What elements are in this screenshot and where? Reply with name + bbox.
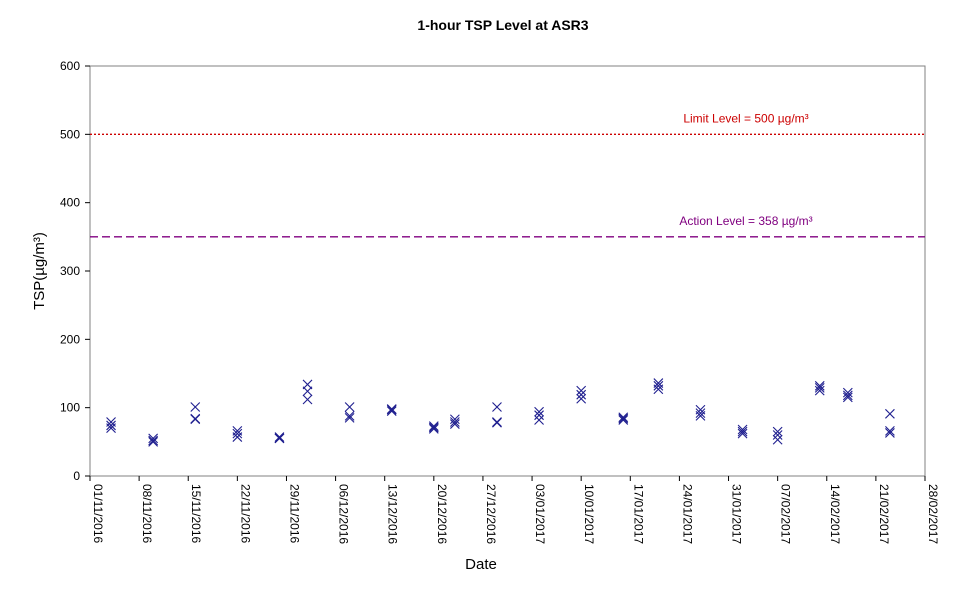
data-point <box>772 434 783 445</box>
x-tick-label: 20/12/2016 <box>435 484 449 544</box>
data-point <box>842 387 853 398</box>
data-point <box>737 424 748 435</box>
data-point <box>148 435 159 446</box>
plot-area <box>89 65 926 477</box>
data-point <box>695 408 706 419</box>
y-tick-label: 100 <box>60 401 80 415</box>
data-point <box>618 415 629 425</box>
data-point <box>737 428 748 439</box>
data-point <box>492 417 502 428</box>
data-point <box>148 436 159 447</box>
data-point <box>190 402 201 412</box>
x-tick-label: 31/01/2017 <box>730 484 744 544</box>
data-point <box>302 394 313 405</box>
x-tick-label: 06/12/2016 <box>337 484 351 544</box>
data-point <box>576 389 587 400</box>
data-points <box>106 378 895 447</box>
x-tick-label: 03/01/2017 <box>533 484 547 544</box>
data-point <box>106 420 116 431</box>
x-tick-label: 08/11/2016 <box>140 484 154 543</box>
y-tick-label: 200 <box>60 332 80 346</box>
data-point <box>772 426 783 437</box>
data-point <box>232 428 243 439</box>
data-point <box>534 406 544 417</box>
data-point <box>842 392 853 403</box>
data-point <box>814 385 825 396</box>
data-point <box>814 382 825 393</box>
y-tick-label: 0 <box>73 469 80 483</box>
y-tick-label: 300 <box>60 264 80 278</box>
x-tick-label: 10/01/2017 <box>582 484 596 544</box>
data-point <box>814 380 825 391</box>
data-point <box>653 380 664 391</box>
data-point <box>344 413 355 423</box>
x-tick-label: 28/02/2017 <box>926 484 940 544</box>
data-point <box>274 432 285 442</box>
x-tick-label: 17/01/2017 <box>631 484 645 544</box>
data-point <box>344 410 355 421</box>
data-point <box>386 406 397 416</box>
y-tick-label: 400 <box>60 196 80 210</box>
data-point <box>302 386 313 397</box>
data-point <box>232 432 243 442</box>
data-point <box>885 426 895 436</box>
data-point <box>576 385 587 396</box>
x-tick-label: 01/11/2016 <box>91 484 105 543</box>
limit-level-label: Limit Level = 500 µg/m³ <box>683 111 808 125</box>
y-axis-label: TSP(µg/m³) <box>31 232 48 310</box>
data-point <box>449 419 460 429</box>
x-tick-label: 24/01/2017 <box>680 484 694 544</box>
data-point <box>737 426 748 437</box>
data-point <box>386 404 397 415</box>
data-point <box>653 384 664 395</box>
data-point <box>534 410 544 421</box>
data-point <box>428 422 439 433</box>
y-tick-label: 600 <box>60 59 80 73</box>
data-point <box>618 413 629 424</box>
x-tick-label: 22/11/2016 <box>238 484 252 543</box>
data-point <box>885 428 895 438</box>
data-point <box>302 379 313 390</box>
data-point <box>618 412 629 423</box>
data-point <box>842 390 853 401</box>
x-axis: 01/11/2016 08/11/2016 15/11/2016 22/11/2016… <box>89 476 940 544</box>
x-tick-label: 07/02/2017 <box>779 484 793 544</box>
x-tick-label: 29/11/2016 <box>287 484 301 543</box>
data-point <box>344 402 355 412</box>
data-point <box>148 433 159 444</box>
data-point <box>492 402 502 412</box>
data-point <box>534 415 544 425</box>
chart-title: 1-hour TSP Level at ASR3 <box>417 17 588 33</box>
x-tick-label: 15/11/2016 <box>189 484 203 543</box>
data-point <box>106 423 116 434</box>
data-point <box>695 410 706 421</box>
y-axis: 0 100 200 300 400 500 600 <box>60 59 90 483</box>
data-point <box>885 408 895 419</box>
x-tick-label: 14/02/2017 <box>828 484 842 544</box>
data-point <box>449 414 460 425</box>
action-level-label: Action Level = 358 µg/m³ <box>679 214 812 228</box>
data-point <box>190 414 201 425</box>
data-point <box>428 423 439 434</box>
data-point <box>428 421 439 432</box>
data-point <box>449 417 460 427</box>
data-point <box>274 433 285 444</box>
x-axis-label: Date <box>465 556 497 573</box>
x-tick-label: 21/02/2017 <box>877 484 891 544</box>
x-tick-label: 27/12/2016 <box>484 484 498 544</box>
x-tick-label: 13/12/2016 <box>386 484 400 544</box>
data-point <box>576 393 587 404</box>
reference-lines: Limit Level = 500 µg/m³ Action Level = 35… <box>90 111 925 238</box>
y-tick-label: 500 <box>60 127 80 141</box>
data-point <box>772 430 783 440</box>
